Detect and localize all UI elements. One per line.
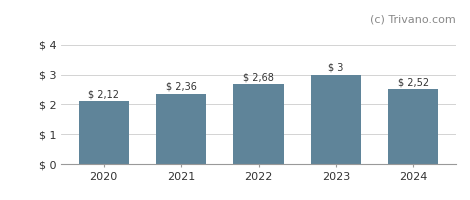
Text: $ 2,68: $ 2,68 (243, 72, 274, 82)
Text: $ 2,36: $ 2,36 (165, 82, 196, 92)
Bar (388, 89, 439, 164)
Text: $ 2,52: $ 2,52 (398, 77, 429, 87)
Bar (233, 84, 284, 164)
Text: $ 2,12: $ 2,12 (88, 89, 119, 99)
Bar (311, 75, 361, 164)
Text: $ 3: $ 3 (328, 63, 344, 73)
Bar (156, 94, 206, 164)
Text: (c) Trivano.com: (c) Trivano.com (370, 14, 456, 24)
Bar (78, 101, 129, 164)
